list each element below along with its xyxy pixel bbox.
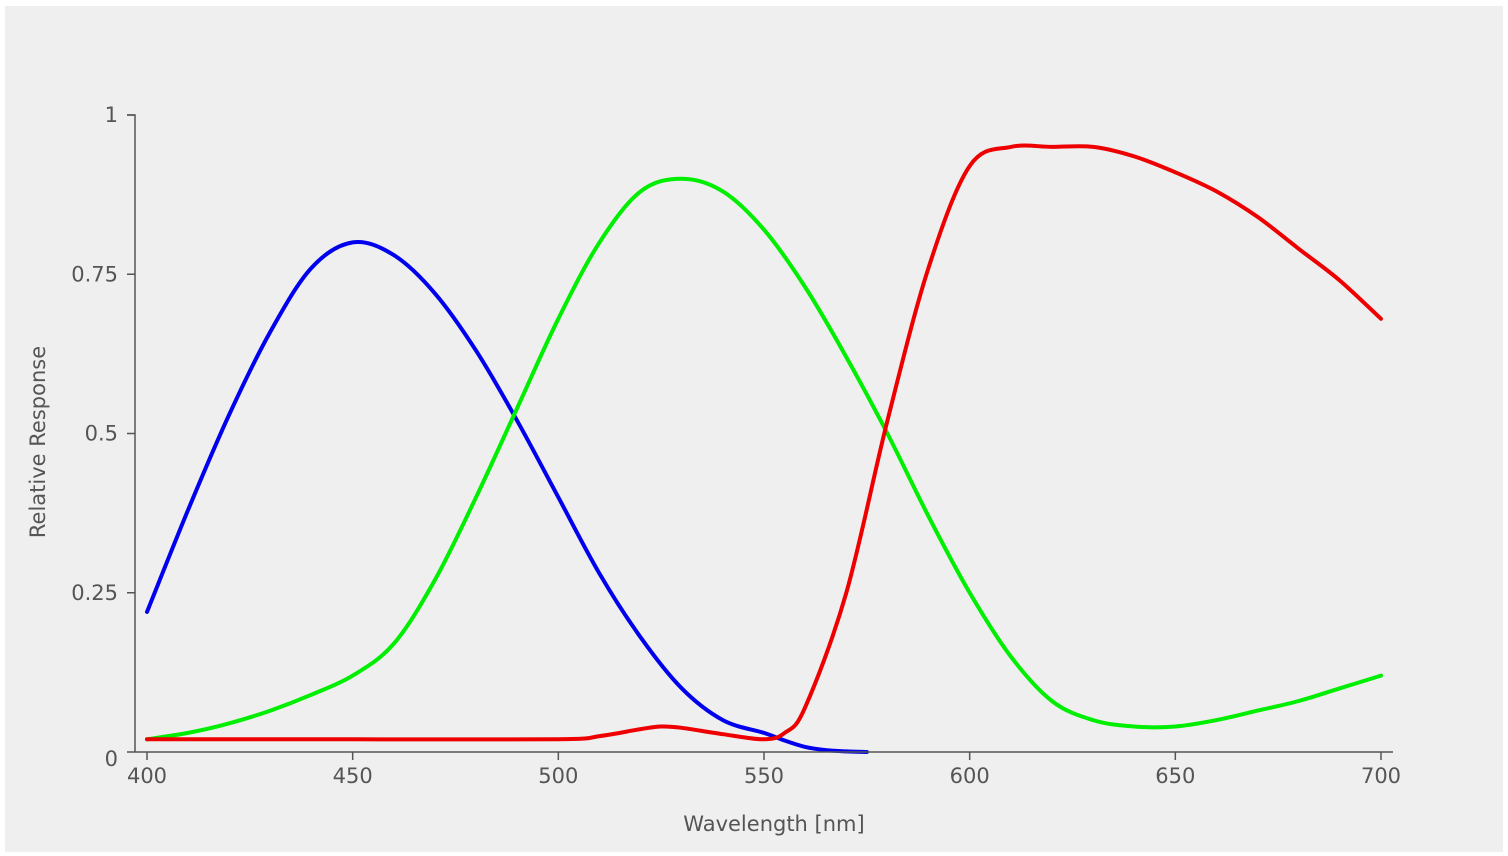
x-tick-label: 700 xyxy=(1361,764,1401,788)
x-tick-label: 400 xyxy=(127,764,167,788)
series-line-blue xyxy=(145,239,869,754)
y-tick-label: 1 xyxy=(105,103,118,127)
y-axis-title: Relative Response xyxy=(26,346,50,538)
y-tick-label: 0.5 xyxy=(85,422,118,446)
x-tick-label: 650 xyxy=(1155,764,1195,788)
series-line-red xyxy=(145,143,1383,742)
y-axis-ticks: 0 0.25 0.5 0.75 1 xyxy=(71,103,135,771)
spectral-response-chart: 400 450 500 550 600 650 700 0 0.25 0.5 0.75 1 Wave… xyxy=(26,103,1401,836)
y-tick-label: 0.75 xyxy=(71,262,118,286)
series-layer xyxy=(145,143,1383,754)
x-tick-label: 450 xyxy=(333,764,373,788)
x-axis-title: Wavelength [nm] xyxy=(683,812,864,836)
x-axis-ticks: 400 450 500 550 600 650 700 xyxy=(127,752,1401,788)
x-tick-label: 600 xyxy=(950,764,990,788)
y-tick-label: 0 xyxy=(105,747,118,771)
y-tick-label: 0.25 xyxy=(71,581,118,605)
x-tick-label: 500 xyxy=(538,764,578,788)
chart-panel: 400 450 500 550 600 650 700 0 0.25 0.5 0.75 1 Wave… xyxy=(5,6,1503,852)
series-line-green xyxy=(145,176,1383,742)
x-tick-label: 550 xyxy=(744,764,784,788)
